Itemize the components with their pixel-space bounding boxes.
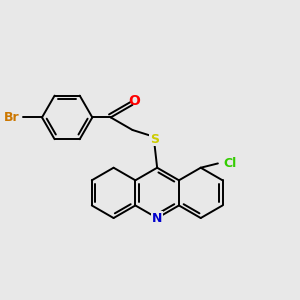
Text: S: S <box>150 133 159 146</box>
Text: Cl: Cl <box>224 157 237 170</box>
Text: Br: Br <box>4 111 19 124</box>
Text: O: O <box>128 94 140 108</box>
Text: N: N <box>152 212 162 224</box>
